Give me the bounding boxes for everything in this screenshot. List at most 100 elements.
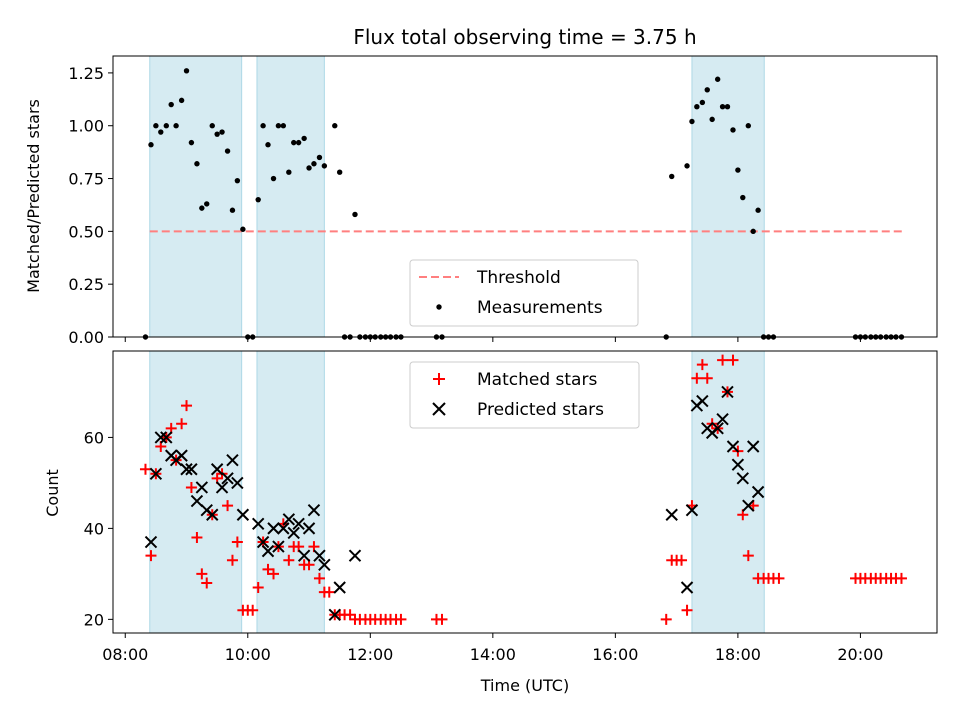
matched-star-point: [201, 577, 213, 589]
measurement-point: [240, 226, 246, 232]
matched-star-point: [313, 572, 325, 584]
predicted-star-point: [348, 549, 362, 562]
y-tick-label: 0.25: [68, 275, 104, 294]
matched-stars-points: [139, 354, 907, 625]
predicted-star-point: [307, 503, 321, 517]
predicted-star-point: [267, 522, 280, 535]
predicted-star-point: [185, 463, 198, 476]
measurement-point: [194, 161, 200, 167]
matched-star-point: [231, 536, 243, 548]
predicted-star-point: [736, 472, 750, 485]
predicted-star-point: [282, 513, 296, 526]
predicted-star-point: [277, 522, 290, 535]
measurement-point: [295, 139, 302, 146]
measurement-point: [719, 104, 726, 110]
measurement-point: [730, 127, 736, 133]
bottom-legend: Matched stars Predicted stars: [409, 361, 640, 429]
predicted-star-point: [292, 517, 305, 531]
top-x-ticks: [124, 337, 861, 342]
predicted-star-point: [206, 508, 219, 521]
top-plot-frame: [112, 55, 938, 338]
matched-star-point: [247, 604, 259, 616]
predicted-star-point: [256, 535, 270, 549]
measurement-point: [168, 101, 174, 108]
measurement-point: [332, 123, 338, 129]
top-legend: Threshold Measurements: [409, 259, 639, 327]
predicted-star-point: [297, 549, 311, 562]
y-tick-label: 0.00: [68, 328, 104, 347]
matched-star-point: [145, 550, 157, 562]
x-tick-label: 20:00: [837, 645, 883, 664]
top-y-axis-label: Matched/Predicted stars: [24, 99, 43, 293]
measurement-point: [291, 139, 297, 146]
bottom-x-ticks: 08:00 10:00 12:00 14:00 16:00 18:00 20:00: [102, 633, 883, 664]
shaded-interval: [256, 55, 325, 338]
predicted-star-point: [231, 476, 244, 490]
measurement-point: [229, 207, 236, 213]
predicted-star-point: [221, 472, 234, 485]
predicted-star-point: [272, 540, 285, 553]
predicted-star-point: [328, 608, 341, 622]
x-tick-label: 08:00: [102, 645, 148, 664]
bottom-legend-box: [409, 361, 640, 429]
shaded-interval: [691, 55, 765, 338]
measurement-point: [321, 163, 328, 169]
matched-star-point: [742, 550, 754, 562]
matched-star-point: [226, 554, 238, 566]
shaded-interval: [256, 350, 325, 634]
matched-star-point: [895, 572, 907, 584]
predicted-star-point: [711, 422, 724, 435]
bottom-plot: 20 40 60 08:00 10:00 12:00 14:00 16:00 18:00 20:…: [43, 350, 938, 695]
measurement-point: [694, 104, 700, 110]
measurement-point: [275, 123, 282, 129]
matched-star-point: [196, 568, 208, 580]
measurement-point: [724, 104, 731, 110]
measurement-point: [234, 177, 241, 184]
matched-star-point: [701, 372, 713, 384]
matched-star-point: [717, 354, 729, 366]
measurement-point: [255, 196, 261, 203]
matched-legend-label: Matched stars: [477, 370, 597, 390]
y-tick-label: 0.75: [68, 170, 104, 189]
predicted-star-point: [160, 431, 173, 444]
measurement-point: [745, 123, 752, 129]
predicted-star-point: [210, 463, 224, 476]
predicted-star-point: [215, 481, 229, 494]
measurement-point: [689, 118, 695, 125]
matched-star-point: [283, 554, 295, 566]
predicted-stars-points: [144, 385, 765, 622]
measurement-point: [709, 116, 715, 123]
top-legend-box: [409, 259, 639, 327]
predicted-star-point: [261, 544, 275, 558]
matched-star-point: [727, 354, 739, 366]
measurement-point: [311, 161, 317, 167]
measurement-point: [153, 123, 159, 129]
measurement-point: [214, 131, 220, 137]
measurement-point: [669, 173, 675, 180]
predicted-star-point: [236, 508, 250, 521]
measurement-point: [280, 123, 287, 129]
matched-star-point: [181, 400, 193, 412]
measurement-point: [188, 139, 195, 146]
measurement-point: [699, 99, 706, 106]
matched-star-point: [681, 604, 693, 616]
predicted-star-point: [302, 522, 316, 535]
matched-star-point: [185, 481, 197, 493]
predicted-legend-swatch: [432, 402, 446, 416]
matched-star-point: [696, 359, 708, 371]
predicted-star-point: [716, 413, 729, 426]
x-tick-label: 16:00: [592, 645, 638, 664]
bottom-plot-frame: [112, 350, 938, 634]
x-axis-label: Time (UTC): [480, 676, 569, 695]
measurements-legend-label: Measurements: [477, 298, 603, 318]
measurement-point: [735, 167, 741, 173]
matched-star-point: [268, 568, 280, 580]
predicted-star-point: [313, 549, 326, 562]
matched-legend-swatch: [433, 373, 445, 385]
x-tick-label: 18:00: [715, 645, 761, 664]
predicted-star-point: [685, 503, 699, 517]
measurement-point: [224, 148, 231, 154]
x-tick-label: 14:00: [470, 645, 516, 664]
bottom-y-ticks: 20 40 60: [84, 428, 113, 629]
measurement-point: [178, 97, 185, 104]
